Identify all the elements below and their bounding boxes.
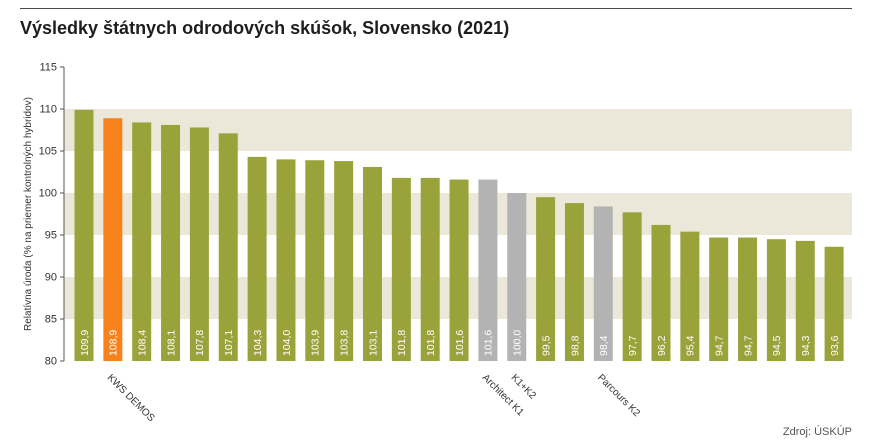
source-note: Zdroj: ÚSKÚP — [782, 426, 852, 438]
bar-value-label: 104,0 — [281, 330, 293, 356]
bar-value-label: 98,8 — [569, 335, 581, 356]
bar-value-label: 103,8 — [338, 330, 350, 356]
y-tick-label: 90 — [45, 272, 57, 284]
bar — [391, 177, 411, 361]
bar — [103, 118, 123, 362]
bar-value-label: 107,8 — [194, 330, 206, 356]
bar-value-label: 101,6 — [454, 330, 466, 356]
y-tick-label: 85 — [45, 314, 57, 326]
bar — [709, 237, 729, 361]
bar-value-label: 99,5 — [540, 335, 552, 356]
bar — [536, 197, 556, 361]
bar — [363, 166, 382, 361]
bar — [247, 156, 267, 361]
bar — [651, 224, 671, 361]
bar — [305, 160, 325, 361]
bar-value-label: 103,9 — [310, 330, 322, 356]
bar — [593, 206, 613, 361]
bar-value-label: 103,1 — [367, 330, 379, 356]
bar-value-label: 109,9 — [79, 330, 91, 356]
bar — [738, 237, 758, 361]
bar-value-label: 97,7 — [627, 335, 639, 356]
bar-value-label: 101,8 — [425, 330, 437, 356]
x-category-label: Parcours K2 — [595, 372, 642, 419]
bar — [420, 177, 440, 361]
bar — [334, 161, 354, 361]
bar-value-label: 100,0 — [512, 330, 524, 356]
bar — [680, 231, 700, 361]
bar — [74, 109, 94, 361]
bar — [766, 239, 786, 361]
top-rule — [20, 8, 852, 9]
bar — [564, 203, 584, 361]
bar-value-label: 108,1 — [165, 330, 177, 356]
bar-value-label: 98,4 — [598, 335, 610, 356]
bar — [824, 246, 844, 361]
bar — [478, 179, 498, 361]
grid-band — [64, 109, 852, 151]
bar-value-label: 94,5 — [771, 335, 783, 356]
y-tick-label: 105 — [39, 146, 57, 158]
y-tick-label: 100 — [39, 188, 57, 200]
bar — [622, 212, 642, 361]
bar-value-label: 94,7 — [742, 335, 754, 356]
bar — [276, 159, 296, 361]
bar-value-label: 101,6 — [483, 330, 495, 356]
bar — [795, 240, 815, 361]
bar-value-label: 95,4 — [685, 335, 697, 356]
bar-value-label: 108,4 — [137, 330, 149, 356]
bar — [449, 179, 469, 361]
y-tick-label: 115 — [39, 62, 57, 74]
bar-value-label: 108,9 — [108, 330, 120, 356]
bar-value-label: 94,7 — [714, 335, 726, 356]
y-tick-label: 80 — [45, 356, 57, 368]
bar — [218, 133, 238, 361]
bar-value-label: 93,6 — [829, 335, 841, 356]
bar-value-label: 96,2 — [656, 335, 668, 356]
bar — [161, 124, 181, 362]
bar-value-label: 107,1 — [223, 330, 235, 356]
bar-value-label: 104,3 — [252, 330, 264, 356]
bar — [132, 122, 152, 361]
chart-title: Výsledky štátnych odrodových skúšok, Slo… — [20, 18, 510, 38]
y-tick-label: 110 — [39, 104, 57, 116]
bar — [507, 193, 527, 361]
bar-value-label: 101,8 — [396, 330, 408, 356]
x-category-label: KWS DEMOS — [105, 372, 157, 424]
bar — [189, 127, 209, 361]
bar-value-label: 94,3 — [800, 335, 812, 356]
y-axis-title: Relatívna úroda (% na priemer kontrolnýc… — [23, 97, 34, 331]
y-tick-label: 95 — [45, 230, 57, 242]
